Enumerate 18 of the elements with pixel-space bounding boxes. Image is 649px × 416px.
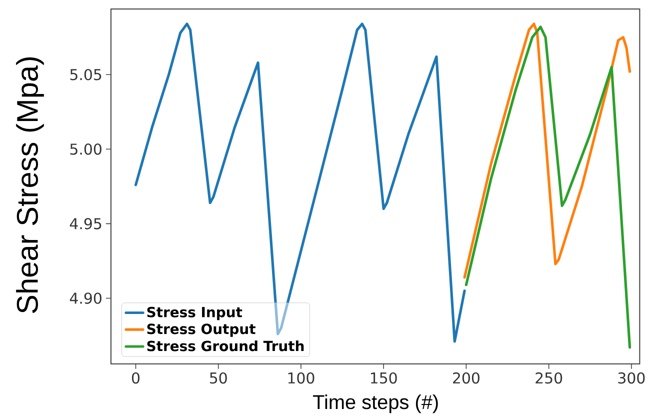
x-tick-label: 100: [288, 372, 314, 384]
legend-label: Stress Ground Truth: [147, 340, 304, 352]
y-tick-label: 4.90: [70, 292, 102, 304]
y-tick-label: 5.05: [70, 68, 102, 80]
x-tick-label: 300: [618, 372, 645, 384]
x-tick-label: 50: [210, 372, 227, 384]
x-tick-label: 250: [536, 372, 562, 384]
line-series: [463, 22, 632, 278]
y-tick-label: 5.00: [70, 143, 102, 155]
x-tick-label: 200: [453, 372, 480, 384]
y-axis-title: Shear Stress (Mpa): [16, 57, 44, 313]
line-series: [464, 25, 632, 349]
legend-label: Stress Output: [147, 323, 256, 337]
x-axis-title: Time steps (#): [313, 394, 438, 413]
x-tick-label: 150: [370, 372, 397, 384]
x-tick-label: 0: [132, 372, 140, 384]
y-tick-label: 4.95: [70, 218, 102, 230]
legend-label: Stress Input: [147, 306, 242, 320]
